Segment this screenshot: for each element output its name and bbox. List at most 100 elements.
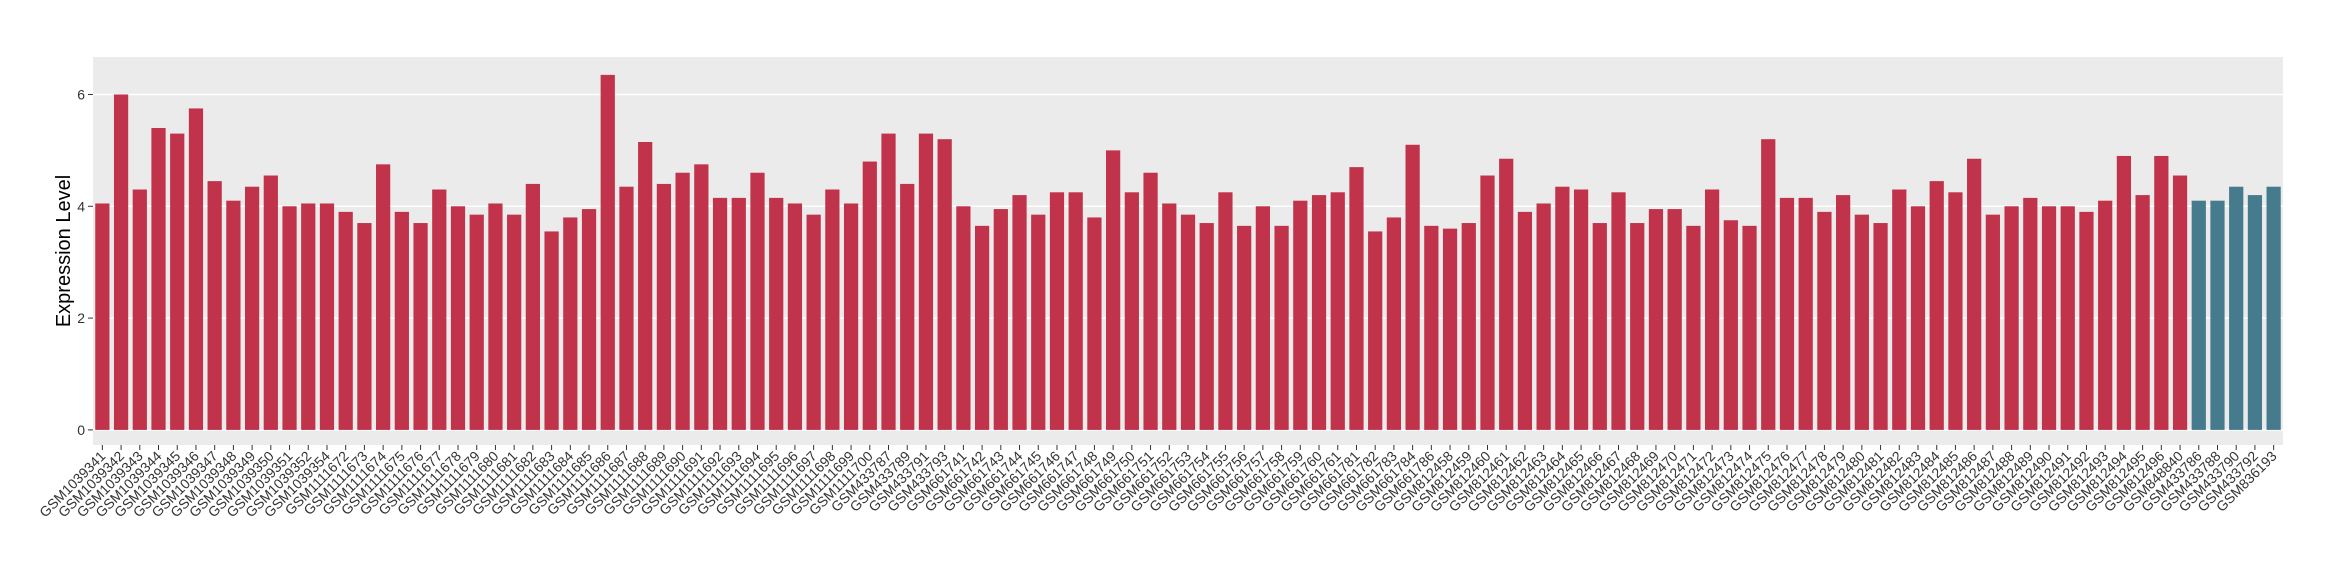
bar <box>2079 211 2094 430</box>
bar <box>2172 175 2188 430</box>
bar <box>843 203 859 430</box>
bar <box>2098 200 2113 430</box>
bar <box>319 203 335 430</box>
bar <box>1592 223 1607 430</box>
bar <box>2060 206 2075 430</box>
bar <box>2191 200 2206 430</box>
bar <box>1648 209 1664 430</box>
bar <box>188 108 204 430</box>
bar <box>469 214 484 430</box>
bar <box>1180 214 1196 430</box>
bar <box>1442 228 1458 430</box>
bar <box>1517 211 1533 430</box>
bar <box>1985 214 2000 430</box>
bar <box>1779 197 1795 430</box>
bar <box>825 189 840 430</box>
bar <box>113 94 129 430</box>
bar <box>2023 197 2038 430</box>
bar <box>1761 139 1776 430</box>
bar <box>2116 155 2132 430</box>
bar <box>1255 206 1270 430</box>
bar <box>1031 214 1046 430</box>
bar <box>881 133 896 430</box>
bar <box>1049 192 1065 430</box>
bar <box>1817 211 1832 430</box>
bar <box>1143 172 1158 430</box>
bar <box>507 214 522 430</box>
bar <box>1910 206 1926 430</box>
bar <box>1012 195 1027 430</box>
bar <box>244 186 260 430</box>
bar <box>1424 225 1439 430</box>
y-tick-label: 4 <box>77 198 85 214</box>
bar <box>1499 158 1514 430</box>
bar <box>226 200 241 430</box>
bar <box>638 141 653 430</box>
bar <box>1704 189 1720 430</box>
bar <box>263 175 278 430</box>
bar <box>1106 150 1121 430</box>
bar <box>338 211 353 430</box>
bar <box>2210 200 2225 430</box>
bar <box>974 225 990 430</box>
bar <box>488 203 503 430</box>
bar <box>806 214 821 430</box>
bar <box>1330 192 1345 430</box>
y-tick-label: 0 <box>77 422 85 438</box>
bar <box>1873 223 1888 430</box>
bar <box>1573 189 1589 430</box>
bar <box>1068 192 1083 430</box>
bar <box>1480 175 1495 430</box>
bar <box>731 197 746 430</box>
bar <box>2041 206 2057 430</box>
bar <box>1311 195 1327 430</box>
bar <box>712 197 728 430</box>
bar <box>1686 225 1701 430</box>
bar <box>1611 192 1626 430</box>
bar <box>1967 158 1982 430</box>
bar <box>694 164 709 430</box>
bar <box>862 161 877 430</box>
bar <box>2135 195 2150 430</box>
bar <box>357 223 372 430</box>
y-tick-label: 6 <box>77 86 85 102</box>
bar <box>1892 189 1907 430</box>
bar <box>207 181 222 430</box>
bar <box>563 217 578 430</box>
bar <box>1237 225 1252 430</box>
bar <box>432 189 447 430</box>
bar <box>1555 186 1570 430</box>
bar <box>1349 167 1364 430</box>
bar <box>1929 181 1944 430</box>
bar <box>525 183 540 430</box>
bar <box>1162 203 1177 430</box>
bar <box>1723 220 1738 430</box>
bar <box>151 128 166 430</box>
y-tick-label: 2 <box>77 310 85 326</box>
bar <box>1630 223 1645 430</box>
bar <box>1087 217 1102 430</box>
bar <box>993 209 1008 430</box>
bar <box>544 231 559 430</box>
bar <box>1199 223 1214 430</box>
bar <box>2229 186 2244 430</box>
bar <box>1274 225 1289 430</box>
bar <box>1461 223 1476 430</box>
bar <box>769 197 784 430</box>
bar <box>1742 225 1757 430</box>
bar <box>132 189 147 430</box>
bar <box>2154 155 2169 430</box>
bar <box>956 206 971 430</box>
bar <box>918 133 934 430</box>
bar <box>787 203 803 430</box>
bar <box>282 206 297 430</box>
bar <box>1948 192 1963 430</box>
bar <box>1798 197 1813 430</box>
bar <box>581 209 597 430</box>
bar <box>675 172 690 430</box>
bar <box>95 203 110 430</box>
bar <box>413 223 428 430</box>
bar <box>1667 209 1682 430</box>
bar <box>2247 195 2263 430</box>
bar <box>937 139 952 430</box>
